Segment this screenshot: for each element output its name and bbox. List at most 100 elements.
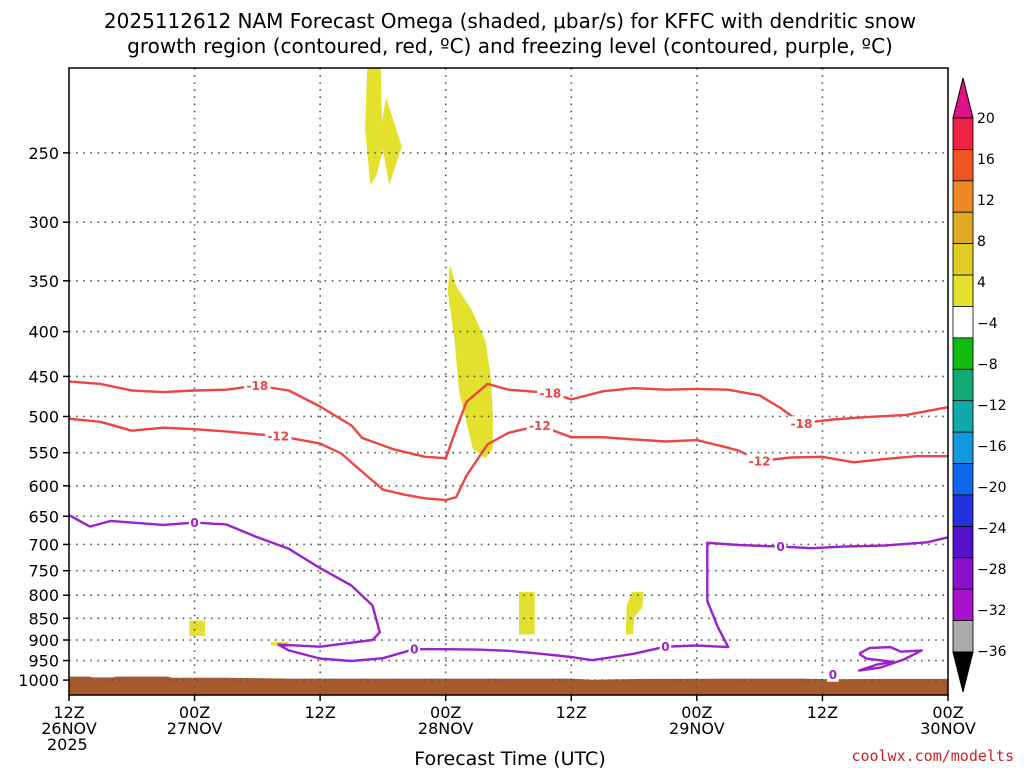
- colorbar-top-arrow: [952, 77, 974, 119]
- colorbar: 20 16 12 8 4 −4 −8 −12 −16 −20 −24 −28 −32 −36: [952, 77, 1007, 693]
- chart-title-line-1: 2025112612 NAM Forecast Omega (shaded, μ…: [104, 9, 916, 33]
- plot-frame: [68, 67, 949, 696]
- colorbar-swatch-16: [952, 620, 974, 653]
- omega-region-3: [189, 620, 205, 636]
- omega-shading-layer: [189, 68, 644, 646]
- colorbar-swatch-14: [952, 557, 974, 590]
- colorbar-label-2: 12: [977, 193, 995, 209]
- y-axis: 250 300 350 400 450 500 550 600 650 700 750 800 850 9…: [18, 144, 69, 690]
- contour-label-2-0: 0: [190, 516, 198, 530]
- y-tick-label-300: 300: [28, 213, 59, 232]
- contour-label-1-1: -12: [529, 419, 551, 433]
- contour-2: [68, 514, 949, 663]
- omega-region-1: [365, 68, 402, 185]
- y-tick-label-500: 500: [28, 407, 59, 426]
- colorbar-swatch-12: [952, 494, 974, 527]
- y-tick-label-550: 550: [28, 444, 59, 463]
- x-tick-label-0-3: 2025: [47, 735, 88, 754]
- x-tick-label-24-1: 12Z: [304, 703, 335, 722]
- colorbar-label-5: −4: [977, 316, 998, 332]
- x-axis-label: Forecast Time (UTC): [414, 748, 605, 768]
- colorbar-swatch-13: [952, 525, 974, 559]
- colorbar-swatch-3: [952, 211, 974, 245]
- contour-3: [857, 645, 923, 672]
- y-tick-label-450: 450: [28, 367, 59, 386]
- colorbar-swatch-1: [952, 149, 974, 182]
- x-tick-label-0-1: 12Z: [53, 703, 84, 722]
- x-tick-label-60-2: 29NOV: [669, 719, 725, 738]
- plot-background: [69, 68, 948, 695]
- y-tick-label-900: 900: [28, 631, 59, 650]
- colorbar-swatch-2: [952, 180, 974, 213]
- contour-label-bg-1-0: [265, 428, 292, 443]
- contour-label-0-1: -18: [540, 386, 562, 400]
- contour-label-bg-2-0: [188, 515, 201, 530]
- y-tick-label-700: 700: [28, 535, 59, 554]
- contour-0: [68, 380, 949, 460]
- colorbar-label-1: 16: [977, 152, 995, 168]
- colorbar-label-11: −28: [977, 562, 1007, 578]
- omega-region-5: [625, 591, 644, 635]
- omega-region-2: [447, 264, 493, 459]
- contour-label-2-4: 0: [829, 668, 837, 682]
- colorbar-label-7: −12: [977, 398, 1007, 414]
- colorbar-swatch-10: [952, 431, 974, 464]
- colorbar-swatch-4: [952, 243, 974, 276]
- contour-label-bg-2-3: [774, 539, 787, 554]
- contour-label-bg-0-1: [537, 385, 564, 400]
- contour-label-bg-2-4: [827, 667, 839, 682]
- colorbar-label-13: −36: [977, 644, 1007, 660]
- contour-label-2-1: 0: [410, 643, 418, 657]
- colorbar-swatch-0: [952, 117, 974, 150]
- x-tick-label-84-2: 30NOV: [920, 719, 976, 738]
- colorbar-label-9: −20: [977, 480, 1007, 496]
- surface-terrain: [69, 676, 948, 695]
- contour-label-2-3: 0: [776, 540, 784, 554]
- x-tick-label-36-2: 28NOV: [418, 719, 474, 738]
- x-tick-label-0-2: 26NOV: [41, 719, 97, 738]
- y-tick-label-950: 950: [28, 652, 59, 671]
- colorbar-swatch-6: [952, 306, 974, 339]
- colorbar-swatch-7: [952, 337, 974, 370]
- plot-area: [69, 68, 948, 695]
- x-tick-label-48-1: 12Z: [556, 703, 587, 722]
- x-tick-label-72-1: 12Z: [807, 703, 838, 722]
- contour-label-bg-2-2: [659, 639, 672, 654]
- contour-label-bg-1-1: [526, 418, 554, 433]
- contour-label-bg-2-1: [408, 642, 421, 657]
- x-tick-label-36-1: 00Z: [430, 703, 461, 722]
- colorbar-label-12: −32: [977, 603, 1007, 619]
- contour-label-bg-1-2: [746, 453, 773, 468]
- y-tick-label-850: 850: [28, 609, 59, 628]
- contour-label-0-2: -18: [791, 417, 813, 431]
- colorbar-label-4: 4: [977, 275, 986, 291]
- x-tick-label-12-1: 00Z: [179, 703, 210, 722]
- y-tick-label-1000: 1000: [18, 671, 59, 690]
- colorbar-bottom-arrow: [952, 651, 974, 693]
- colorbar-label-8: −16: [977, 439, 1007, 455]
- contour-label-bg-0-2: [788, 416, 815, 431]
- colorbar-swatch-11: [952, 463, 974, 496]
- grid-layer: [69, 68, 948, 695]
- chart-title-line-2: growth region (contoured, red, ºC) and f…: [127, 34, 893, 58]
- surface-layer: [69, 676, 948, 695]
- contour-label-2-2: 0: [661, 640, 669, 654]
- colorbar-swatch-5: [952, 274, 974, 307]
- x-tick-label-60-1: 00Z: [681, 703, 712, 722]
- y-tick-label-350: 350: [28, 272, 59, 291]
- y-tick-label-250: 250: [28, 144, 59, 163]
- contour-label-1-2: -12: [749, 454, 771, 468]
- contour-layer: -18 -18 -18 -12 -12 -12 0 0 0 0 0: [68, 378, 949, 682]
- contour-label-bg-0-0: [244, 378, 271, 393]
- colorbar-label-6: −8: [977, 357, 998, 373]
- colorbar-swatch-15: [952, 588, 974, 621]
- contour-label-1-0: -12: [267, 429, 289, 443]
- y-tick-label-650: 650: [28, 507, 59, 526]
- colorbar-label-3: 8: [977, 234, 986, 250]
- colorbar-label-10: −24: [977, 521, 1007, 537]
- credit-text: coolwx.com/modelts: [851, 747, 1014, 765]
- colorbar-swatch-8: [952, 368, 974, 402]
- colorbar-label-0: 20: [977, 111, 995, 127]
